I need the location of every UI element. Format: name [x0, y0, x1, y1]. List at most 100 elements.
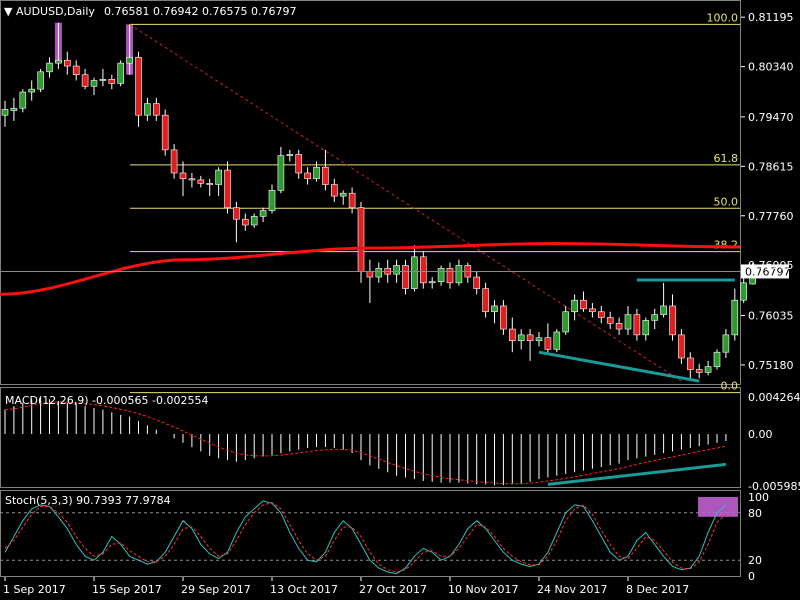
candle-body [233, 207, 240, 220]
candle-body [108, 79, 116, 84]
candle-body [553, 331, 561, 350]
candle-body [500, 305, 507, 330]
candle-body [704, 366, 712, 373]
candle-body [357, 207, 365, 272]
candle-body [250, 216, 258, 226]
date-tick-label: 24 Nov 2017 [537, 583, 607, 596]
price-tick-label: 0.80340 [748, 61, 794, 74]
macd-tick-label: -0.005985 [748, 480, 800, 493]
fibonacci-levels: 100.0 61.8 50.0 38.2 0.0 [130, 11, 740, 394]
candle-body [135, 57, 142, 116]
stoch-tick-label: 80 [748, 507, 762, 520]
price-tick-label: 0.75180 [748, 359, 794, 372]
fib-level-label: 38.2 [714, 239, 739, 252]
candle-body [642, 320, 650, 336]
stoch-tick-label: 20 [748, 554, 762, 567]
candle-body [286, 154, 294, 156]
symbol-arrow-icon[interactable]: ▼ [4, 5, 13, 18]
candle-body [695, 369, 703, 373]
candle-body [437, 268, 445, 282]
candle-body [330, 184, 338, 197]
candle-body [242, 218, 249, 226]
candles [1, 22, 756, 382]
fib-level-label: 100.0 [707, 11, 739, 24]
candle-body [660, 305, 667, 315]
date-tick-label: 1 Sep 2017 [3, 583, 66, 596]
candle-body [473, 276, 481, 289]
candle-body [482, 288, 489, 313]
macd-tick-label: 0.00 [748, 428, 773, 441]
candle-body [55, 59, 62, 64]
candle-body [446, 268, 454, 284]
candle-body [188, 178, 196, 181]
candle-body [606, 317, 614, 324]
candle-body [268, 190, 276, 211]
candle-body [72, 65, 80, 76]
price-tick-label: 0.81195 [748, 11, 794, 24]
date-tick-label: 27 Oct 2017 [359, 583, 427, 596]
price-tick-label: 0.77760 [748, 210, 794, 223]
candle-body [419, 256, 427, 284]
candle-body [633, 314, 641, 336]
date-tick-label: 13 Oct 2017 [270, 583, 338, 596]
trendlines [538, 278, 735, 383]
candle-body [535, 337, 543, 341]
price-tick-label: 0.79470 [748, 111, 794, 124]
stochastic-lines [0, 497, 740, 575]
candle-body [304, 172, 311, 180]
current-price-value: 0.76797 [745, 265, 791, 278]
ma-line [0, 241, 741, 296]
current-price-tag [741, 264, 789, 279]
candle-body [393, 265, 400, 275]
candle-body [580, 299, 587, 310]
candle-body [544, 337, 552, 350]
macd-divergence-line [547, 462, 727, 486]
candle-body [179, 172, 187, 180]
candle-body [259, 210, 267, 217]
stoch-main-line [4, 500, 727, 575]
candle-body [366, 270, 374, 278]
axes: 0.81195 0.80340 0.79470 0.78615 0.77760 0.769… [3, 11, 800, 596]
candle-body [455, 265, 463, 284]
candle-body [1, 109, 9, 116]
candle-body [117, 62, 124, 84]
macd-tick-label: 0.004264 [748, 391, 800, 404]
candle-body [713, 351, 721, 367]
stoch-tick-label: 0 [748, 570, 755, 583]
candle-body [686, 357, 694, 370]
candle-body [46, 62, 53, 73]
candle-body [597, 311, 605, 318]
fib-diagonal-line [129, 23, 682, 382]
stoch-tick-label: 100 [748, 491, 769, 504]
candle-body [153, 103, 160, 116]
candle-body [411, 256, 418, 289]
candle-body [722, 334, 730, 353]
chart-symbol-label: AUDUSD,Daily [16, 5, 95, 18]
fib-diagonal [129, 23, 682, 382]
fib-level-label: 50.0 [714, 195, 739, 208]
candle-body [491, 305, 498, 313]
candle-body [28, 88, 36, 93]
stoch-pane-frame [0, 490, 741, 577]
date-tick-label: 8 Dec 2017 [626, 583, 689, 596]
candle-body [375, 268, 383, 278]
candle-body [224, 169, 231, 208]
candle-body [322, 166, 329, 185]
candle-body [206, 183, 213, 185]
candle-body [678, 334, 685, 359]
candle-body [99, 79, 107, 81]
fib-level-label: 61.8 [714, 152, 739, 165]
stoch-indicator-label: Stoch(5,3,3) 90.7393 77.9784 [5, 494, 171, 507]
candle-body [295, 154, 303, 174]
candle-body [526, 334, 534, 341]
candle-body [589, 308, 596, 313]
candle-body [19, 91, 27, 109]
date-tick-label: 15 Sep 2017 [92, 583, 162, 596]
candle-body [571, 299, 578, 313]
candle-body [10, 107, 18, 111]
candle-body [126, 57, 133, 64]
candle-body [64, 59, 71, 67]
candle-body [517, 334, 525, 341]
macd-pane-frame [0, 387, 741, 488]
